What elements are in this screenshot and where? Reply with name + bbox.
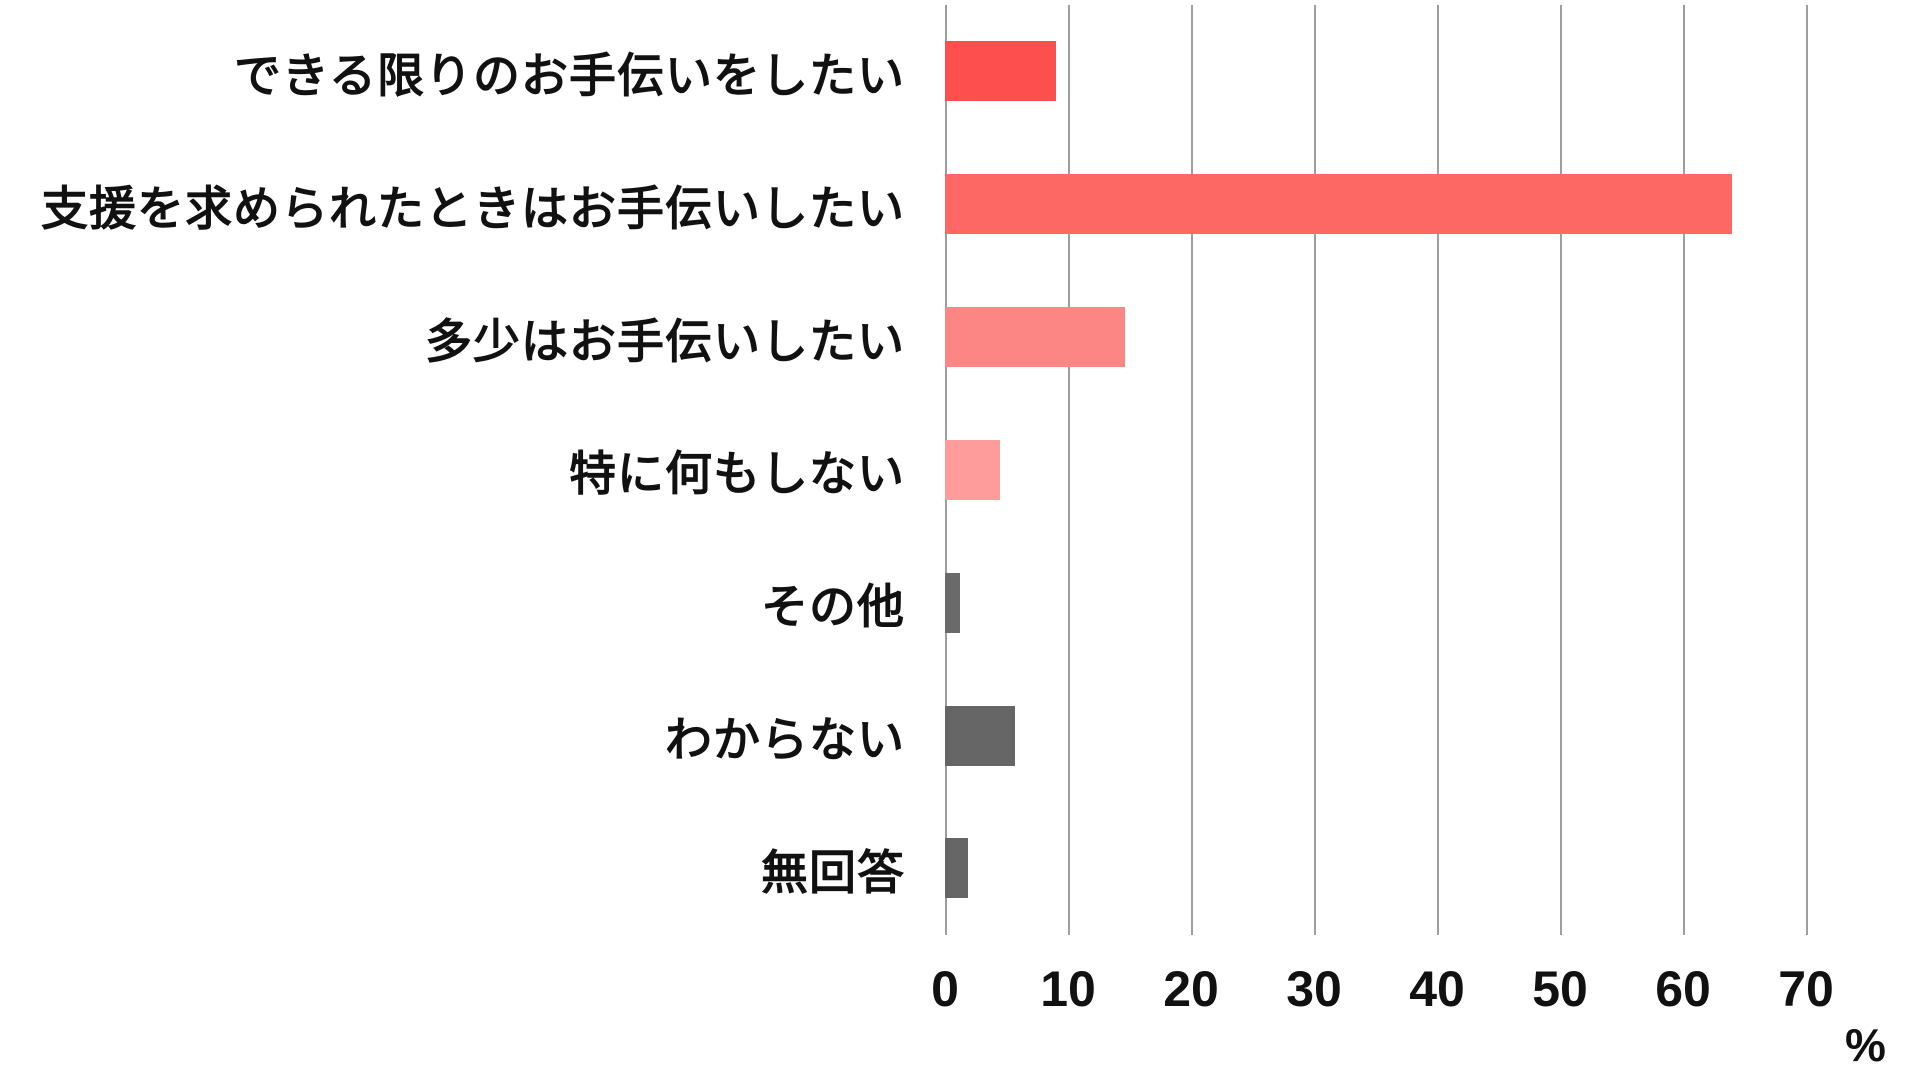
gridline-50 (1560, 5, 1562, 935)
x-tick-label-60: 60 (1655, 961, 1711, 1017)
category-label: 特に何もしない (569, 447, 905, 501)
chart-row: 特に何もしない (0, 404, 1920, 537)
chart-row: 多少はお手伝いしたい (0, 271, 1920, 404)
gridline-10 (1068, 5, 1070, 935)
category-label: わからない (665, 713, 905, 767)
x-tick-label-0: 0 (931, 961, 959, 1017)
category-label: その他 (761, 580, 905, 634)
bar-3 (945, 307, 1125, 368)
bar-1 (945, 41, 1056, 102)
chart-row: 無回答 (0, 802, 1920, 935)
gridline-20 (1191, 5, 1193, 935)
bar-7 (945, 838, 969, 899)
bar-rows: できる限りのお手伝いをしたい支援を求められたときはお手伝いしたい多少はお手伝いし… (0, 5, 1920, 935)
chart-row: その他 (0, 536, 1920, 669)
category-label: 多少はお手伝いしたい (425, 314, 905, 368)
x-tick-label-40: 40 (1409, 961, 1465, 1017)
category-label: 支援を求められたときはお手伝いしたい (41, 181, 905, 235)
gridline-60 (1683, 5, 1685, 935)
gridline-70 (1806, 5, 1808, 935)
x-tick-label-70: 70 (1778, 961, 1834, 1017)
category-label: できる限りのお手伝いをしたい (233, 48, 905, 102)
x-tick-label-30: 30 (1286, 961, 1342, 1017)
bar-5 (945, 572, 960, 633)
x-tick-label-10: 10 (1040, 961, 1096, 1017)
category-label: 無回答 (761, 845, 905, 899)
bar-2 (945, 174, 1733, 235)
chart-row: できる限りのお手伝いをしたい (0, 5, 1920, 138)
gridline-40 (1437, 5, 1439, 935)
x-tick-label-50: 50 (1532, 961, 1588, 1017)
x-tick-label-20: 20 (1163, 961, 1219, 1017)
bar-4 (945, 439, 1001, 500)
chart-row: 支援を求められたときはお手伝いしたい (0, 138, 1920, 271)
x-axis: 0 10 20 30 40 50 60 70 (0, 960, 1920, 1030)
gridline-30 (1314, 5, 1316, 935)
x-axis-unit-label: % (1845, 1019, 1886, 1071)
chart-row: わからない (0, 669, 1920, 802)
bar-6 (945, 705, 1016, 766)
